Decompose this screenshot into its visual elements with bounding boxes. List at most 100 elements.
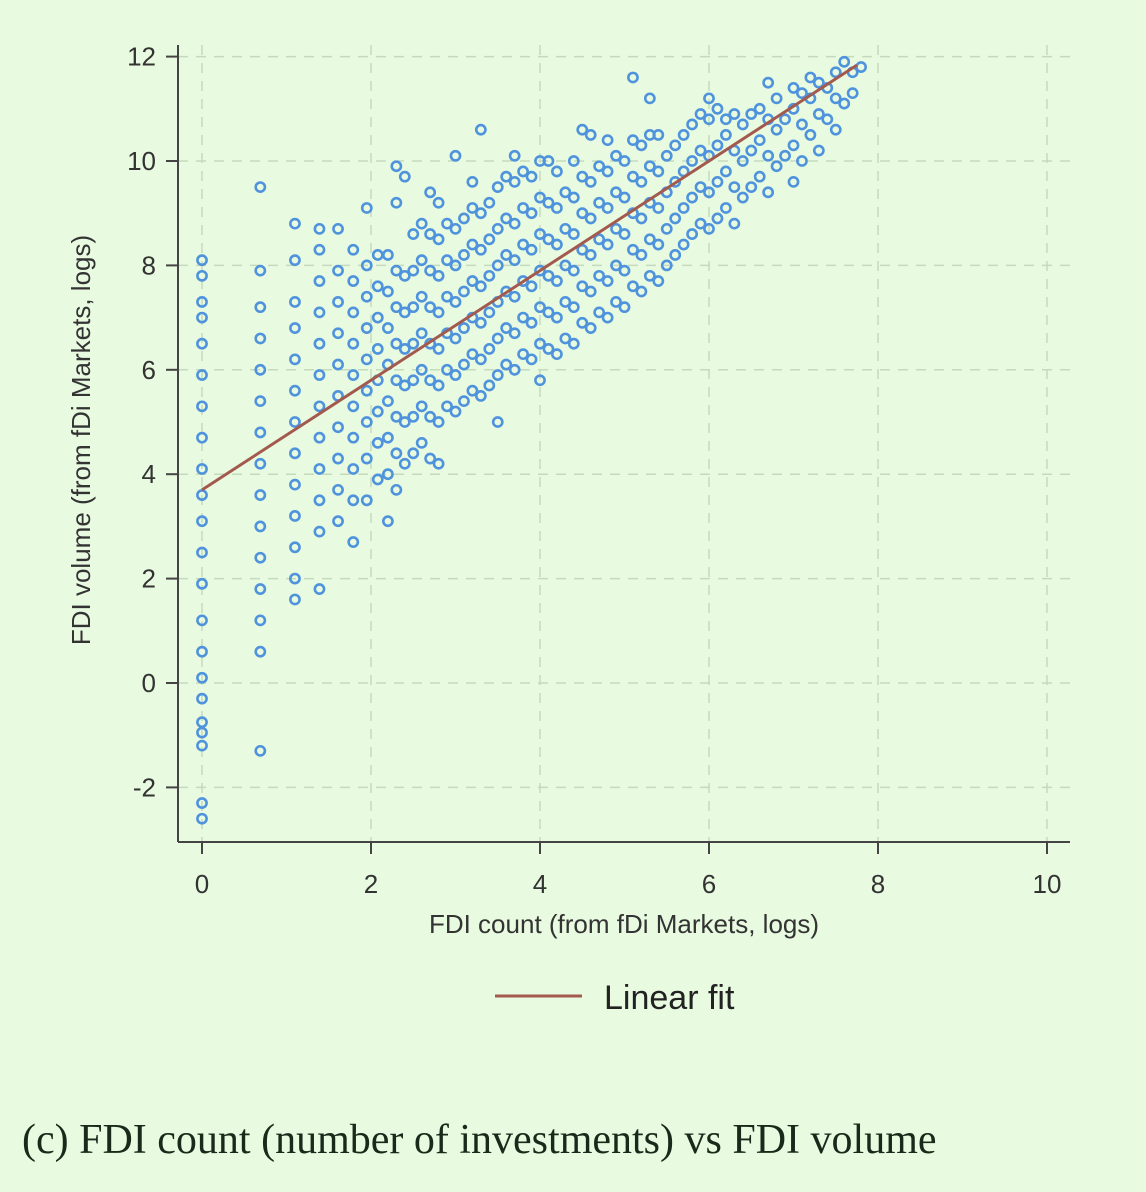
scatter-point (542, 306, 555, 319)
scatter-point (635, 175, 648, 188)
scatter-point (567, 155, 580, 167)
scatter-point (855, 61, 867, 73)
scatter-point (196, 400, 208, 413)
scatter-point (559, 296, 572, 308)
scatter-point (424, 228, 437, 240)
tick-labels: 0 2 4 6 8 10 -2 0 2 4 6 8 10 12 (127, 42, 1061, 899)
scatter-point (432, 416, 445, 428)
scatter-point (584, 128, 597, 141)
x-tick-label: 2 (364, 869, 378, 899)
scatter-point (812, 76, 825, 89)
scatter-point (627, 170, 639, 183)
scatter-point (313, 400, 326, 413)
scatter-point (458, 249, 470, 261)
scatter-point (534, 228, 546, 240)
linear-fit-line (201, 63, 858, 492)
scatter-point (466, 202, 479, 214)
scatter-point (196, 515, 208, 528)
scatter-point (196, 311, 208, 324)
scatter-point (643, 269, 656, 282)
scatter-point (390, 447, 403, 460)
scatter-point (618, 228, 631, 240)
scatter-point (347, 369, 360, 381)
scatter-point (449, 369, 462, 381)
scatter-point (360, 259, 373, 272)
scatter-point (787, 139, 800, 152)
scatter-point (196, 296, 208, 308)
y-tick-label: 0 (142, 668, 156, 698)
scatter-point (432, 196, 445, 209)
scatter-point (627, 280, 639, 293)
scatter-point (508, 363, 521, 376)
scatter-point (313, 337, 326, 350)
scatter-point (347, 337, 360, 350)
scatter-point (500, 285, 513, 298)
scatter-point (542, 155, 555, 167)
scatter-point (779, 149, 791, 162)
scatter-point (787, 175, 800, 188)
scatter-point (652, 275, 665, 287)
scatter-point (254, 332, 267, 345)
figure-caption: (c) FDI count (number of investments) vs… (22, 1117, 937, 1163)
y-tick-label: -2 (133, 772, 156, 802)
scatter-point (593, 269, 606, 282)
scatter-point (770, 92, 783, 105)
scatter-point (551, 275, 563, 287)
scatter-point (196, 269, 208, 282)
scatter-point (584, 212, 597, 225)
scatter-point (449, 296, 462, 308)
scatter-point (500, 358, 513, 371)
scatter-point (313, 583, 326, 595)
scatter-point (567, 264, 580, 277)
scatter-point (652, 128, 665, 141)
scatter-point (390, 410, 403, 423)
scatter-point (466, 348, 479, 361)
scatter-point (424, 410, 437, 423)
scatter-point (762, 186, 775, 199)
scatter-point (669, 249, 682, 261)
scatter-point (313, 463, 326, 475)
scatter-point (449, 332, 462, 345)
scatter-point (542, 196, 555, 209)
scatter-point (728, 181, 741, 193)
scatter-point (466, 175, 479, 188)
scatter-point (360, 494, 373, 507)
scatter-point (660, 222, 673, 235)
scatter-point (313, 494, 326, 507)
scatter-point (458, 285, 470, 298)
scatter-point (779, 113, 791, 126)
scatter-point (254, 457, 267, 470)
scatter-point (466, 384, 479, 397)
scatter-point (551, 165, 563, 178)
scatter-point (407, 228, 420, 240)
scatter-point (677, 202, 690, 214)
scatter-point (618, 191, 631, 204)
scatter-point (381, 249, 394, 261)
scatter-point (525, 316, 538, 329)
scatter-point (677, 238, 690, 251)
scatter-point (347, 400, 360, 413)
scatter-point (313, 525, 326, 538)
scatter-point (610, 222, 622, 235)
axes (177, 45, 1070, 843)
scatter-point (449, 259, 462, 272)
scatter-point (332, 296, 344, 308)
scatter-point (289, 478, 301, 491)
scatter-point (728, 217, 741, 230)
scatter-point (812, 108, 825, 120)
scatter-point (491, 416, 504, 428)
scatter-point (415, 363, 428, 376)
scatter-point (415, 290, 428, 303)
scatter-point (593, 196, 606, 209)
scatter-point (474, 389, 487, 402)
scatter-point (745, 181, 758, 193)
scatter-point (196, 546, 208, 559)
scatter-point (694, 217, 707, 230)
scatter-point (829, 123, 842, 136)
scatter-point (508, 290, 521, 303)
scatter-point (381, 431, 394, 444)
scatter-point (652, 165, 665, 178)
scatter-point (254, 264, 267, 277)
scatter-point (196, 739, 208, 752)
scatter-point (601, 202, 614, 214)
